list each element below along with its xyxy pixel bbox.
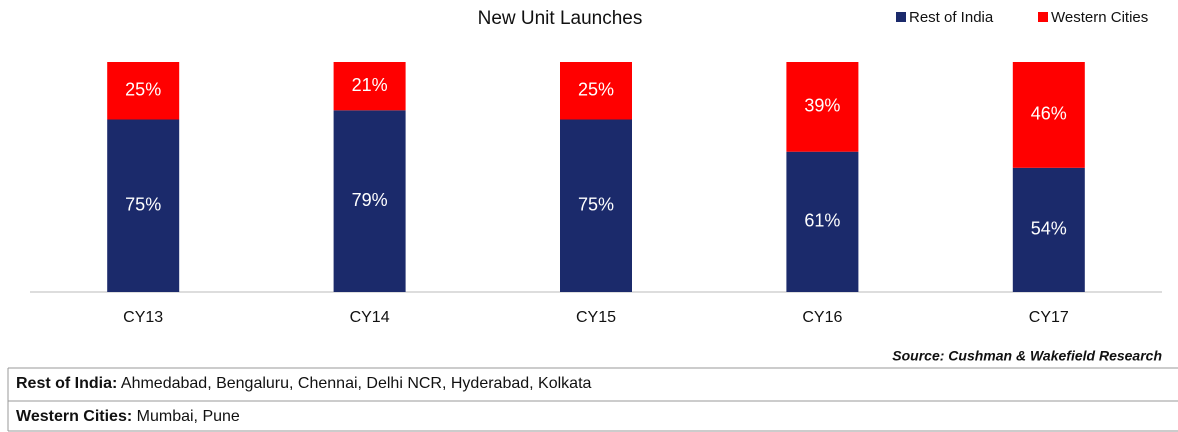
x-tick-label: CY13: [123, 309, 163, 326]
data-label: 75%: [578, 195, 614, 215]
data-label: 39%: [804, 96, 840, 116]
data-label: 54%: [1031, 219, 1067, 239]
data-label: 21%: [352, 75, 388, 95]
data-label: 75%: [125, 195, 161, 215]
note-text: Mumbai, Pune: [137, 408, 240, 425]
x-tick-label: CY14: [350, 309, 390, 326]
chart-title: New Unit Launches: [478, 8, 643, 29]
bar-segment: [786, 62, 859, 152]
data-label: 79%: [352, 190, 388, 210]
data-label: 61%: [804, 211, 840, 231]
bar-segment: [786, 151, 859, 292]
bar-segment: [333, 62, 406, 111]
data-label: 46%: [1031, 104, 1067, 124]
bar-segment: [107, 119, 180, 292]
bar-segment: [107, 62, 180, 120]
note-row: Western Cities: Mumbai, Pune: [16, 408, 240, 425]
bar-segment: [333, 110, 406, 292]
data-label: 25%: [125, 80, 161, 100]
bar-segment: [560, 62, 632, 120]
legend-swatch: [896, 12, 906, 22]
source: Source: Cushman & Wakefield Research: [892, 348, 1162, 364]
data-label: 25%: [578, 80, 614, 100]
bar-segment: [1012, 167, 1085, 292]
legend-swatch: [1038, 12, 1048, 22]
legend-label: Western Cities: [1051, 9, 1148, 26]
x-tick-label: CY17: [1029, 309, 1069, 326]
x-tick-label: CY15: [576, 309, 616, 326]
bar-segment: [560, 119, 632, 292]
bar-segment: [1012, 62, 1085, 168]
note-row: Rest of India: Ahmedabad, Bengaluru, Che…: [16, 375, 592, 392]
legend-label: Rest of India: [909, 9, 994, 26]
x-tick-label: CY16: [802, 309, 842, 326]
note-label: Western Cities:: [16, 408, 132, 425]
note-text: Ahmedabad, Bengaluru, Chennai, Delhi NCR…: [121, 375, 592, 392]
note-label: Rest of India:: [16, 375, 117, 392]
